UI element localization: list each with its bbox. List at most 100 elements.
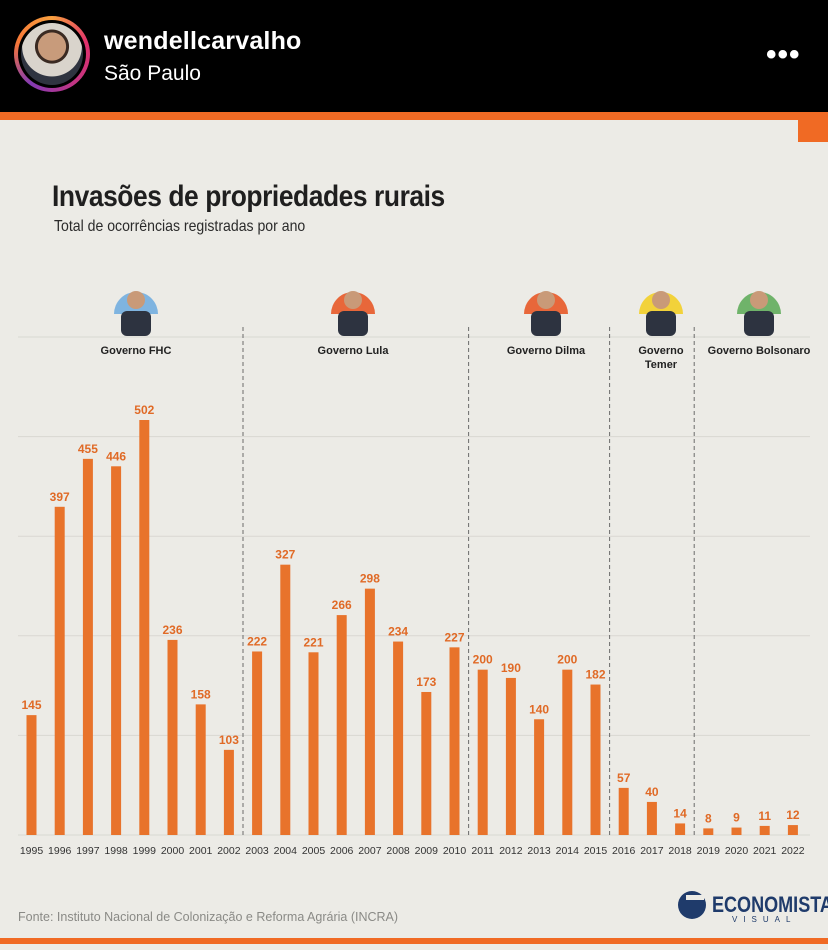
year-label-2021: 2021 — [753, 845, 777, 857]
value-label-2014: 200 — [557, 653, 577, 667]
year-label-2003: 2003 — [245, 845, 269, 857]
government-label: Governo Lula — [318, 345, 390, 357]
bar-2004 — [280, 564, 291, 835]
value-label-2018: 14 — [673, 806, 687, 820]
bar-2002 — [223, 749, 234, 835]
chart-title: Invasões de propriedades rurais — [52, 180, 445, 213]
bar-2001 — [195, 704, 206, 835]
year-label-1999: 1999 — [133, 845, 157, 857]
bar-1996 — [54, 506, 65, 835]
year-label-2004: 2004 — [274, 845, 298, 857]
year-label-2013: 2013 — [527, 845, 551, 857]
year-label-2002: 2002 — [217, 845, 241, 857]
value-label-2019: 8 — [705, 811, 712, 825]
year-label-2010: 2010 — [443, 845, 467, 857]
bar-2011 — [477, 669, 488, 835]
brand-logo-sub: VISUAL — [732, 915, 797, 924]
value-label-1996: 397 — [50, 490, 70, 504]
logo-emblem-band — [686, 895, 704, 900]
profile-photo — [21, 23, 83, 85]
bar-2016 — [618, 787, 629, 835]
year-label-2006: 2006 — [330, 845, 354, 857]
chart: Governo FHC Governo Lula Governo Dilma Gove… — [0, 112, 828, 944]
portrait-suit — [121, 311, 151, 336]
value-label-2017: 40 — [645, 785, 659, 799]
bar-2022 — [787, 825, 798, 835]
year-label-1998: 1998 — [104, 845, 128, 857]
year-label-2017: 2017 — [640, 845, 664, 857]
bar-1995 — [26, 715, 37, 835]
government-label: Governo Dilma — [507, 345, 586, 357]
year-label-2011: 2011 — [471, 845, 494, 857]
value-label-2011: 200 — [473, 653, 493, 667]
bar-2008 — [393, 641, 404, 835]
value-label-2020: 9 — [733, 811, 740, 825]
value-label-2001: 158 — [191, 687, 211, 701]
value-label-2003: 222 — [247, 634, 267, 648]
value-label-2006: 266 — [332, 598, 352, 612]
top-accent-stripe — [0, 112, 828, 120]
portrait-suit — [646, 311, 676, 336]
year-label-1995: 1995 — [20, 845, 44, 857]
government-label: Governo FHC — [101, 345, 172, 357]
government-label: Governo Bolsonaro — [708, 345, 811, 357]
value-label-2009: 173 — [416, 675, 436, 689]
bottom-accent-stripe — [0, 938, 828, 944]
bar-2000 — [167, 639, 178, 835]
year-label-2018: 2018 — [668, 845, 692, 857]
source-note: Fonte: Instituto Nacional de Colonização… — [18, 910, 399, 924]
post-header: wendellcarvalho São Paulo ••• — [0, 0, 828, 108]
bar-2007 — [364, 588, 375, 835]
chart-subtitle: Total de ocorrências registradas por ano — [54, 218, 306, 235]
bar-2012 — [505, 677, 516, 835]
bar-2015 — [590, 684, 601, 835]
portrait-head — [537, 291, 555, 309]
value-label-2000: 236 — [162, 623, 182, 637]
bar-2005 — [308, 652, 319, 835]
bar-2003 — [252, 651, 263, 835]
year-label-2005: 2005 — [302, 845, 326, 857]
avatar-frame — [18, 20, 86, 88]
bar-1998 — [111, 466, 122, 835]
portrait-suit — [338, 311, 368, 336]
value-label-2004: 327 — [275, 548, 295, 562]
bar-2010 — [449, 647, 460, 835]
value-label-2012: 190 — [501, 661, 521, 675]
bar-2020 — [731, 827, 742, 835]
value-label-2010: 227 — [444, 630, 464, 644]
avatar[interactable] — [14, 16, 90, 92]
bar-1999 — [139, 420, 150, 835]
value-label-2007: 298 — [360, 572, 380, 586]
year-label-2009: 2009 — [415, 845, 439, 857]
portrait-suit — [744, 311, 774, 336]
portrait-head — [750, 291, 768, 309]
brand-logo: ECONOMISTA — [712, 892, 828, 917]
year-label-2008: 2008 — [386, 845, 410, 857]
more-dots-icon[interactable]: ••• — [766, 38, 801, 71]
portrait-head — [344, 291, 362, 309]
value-label-2016: 57 — [617, 771, 631, 785]
bar-1997 — [82, 458, 93, 835]
value-label-1998: 446 — [106, 449, 126, 463]
location[interactable]: São Paulo — [104, 62, 201, 85]
value-label-2021: 11 — [758, 809, 771, 823]
year-label-2016: 2016 — [612, 845, 636, 857]
value-label-2015: 182 — [585, 668, 605, 682]
value-label-2008: 234 — [388, 625, 408, 639]
portrait-suit — [531, 311, 561, 336]
bar-2009 — [421, 691, 432, 835]
year-label-1997: 1997 — [76, 845, 100, 857]
year-label-2015: 2015 — [584, 845, 608, 857]
bar-2014 — [562, 669, 573, 835]
portrait-head — [127, 291, 145, 309]
government-label: Governo — [638, 345, 684, 357]
bar-2021 — [759, 825, 770, 835]
username[interactable]: wendellcarvalho — [104, 27, 302, 55]
year-label-2020: 2020 — [725, 845, 749, 857]
value-label-2005: 221 — [303, 635, 323, 649]
year-label-2000: 2000 — [161, 845, 185, 857]
year-label-2001: 2001 — [189, 845, 213, 857]
value-label-1999: 502 — [134, 403, 154, 417]
portrait-head — [652, 291, 670, 309]
bar-2013 — [534, 719, 545, 835]
